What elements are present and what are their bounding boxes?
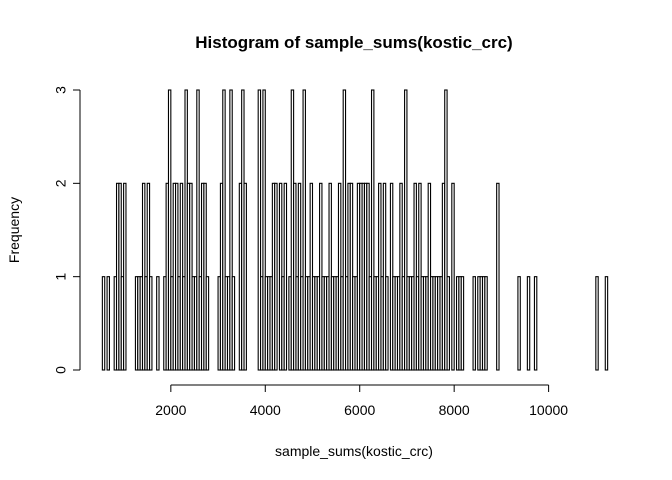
y-tick-label: 3 [53,86,69,94]
histogram-bar [196,89,200,371]
histogram-bar [446,276,450,371]
y-tick-label: 2 [53,179,69,187]
histogram-bar [149,276,153,371]
histogram-bar [472,276,476,371]
histogram-bar [385,276,389,371]
histogram-bar [595,276,599,371]
histogram-bar [533,276,538,371]
histogram-bar [101,276,106,371]
histogram-bar [274,182,278,371]
histogram-bar [229,89,233,371]
histogram-bar [231,276,236,371]
histogram-bar [243,182,247,371]
histogram-bar [123,182,127,371]
histogram-bar [496,182,500,371]
histogram-bar [460,276,465,371]
histogram-bar [283,182,288,371]
histogram-bar [167,89,172,371]
histogram-bar [205,276,210,371]
bars-group [101,89,609,371]
y-axis: 0 1 2 3 [53,86,81,374]
chart-title: Histogram of sample_sums(kostic_crc) [195,33,512,52]
x-tick-label: 6000 [344,402,375,418]
histogram-bar [257,89,262,371]
histogram-bar [156,276,160,371]
x-tick-label: 8000 [439,402,470,418]
x-tick-label: 4000 [250,402,281,418]
histogram-bar [222,89,226,371]
histogram-bar [106,276,110,371]
histogram-bar [404,89,408,371]
y-tick-label: 0 [53,366,69,374]
histogram-bar [451,182,455,371]
x-tick-label: 10000 [529,402,568,418]
histogram-bar [517,276,521,371]
y-axis-label: Frequency [6,197,22,263]
x-axis-label: sample_sums(kostic_crc) [275,443,433,459]
x-tick-label: 2000 [155,402,186,418]
histogram-bar [444,89,448,371]
histogram-bar [604,276,609,371]
x-axis: 2000 4000 6000 8000 10000 [155,384,568,418]
histogram-bar [342,89,347,371]
histogram-bar [262,89,266,371]
histogram-bar [370,89,375,371]
histogram-bar [302,89,306,371]
histogram-bar [484,276,488,371]
y-tick-label: 1 [53,273,69,281]
histogram-bar [526,276,531,371]
